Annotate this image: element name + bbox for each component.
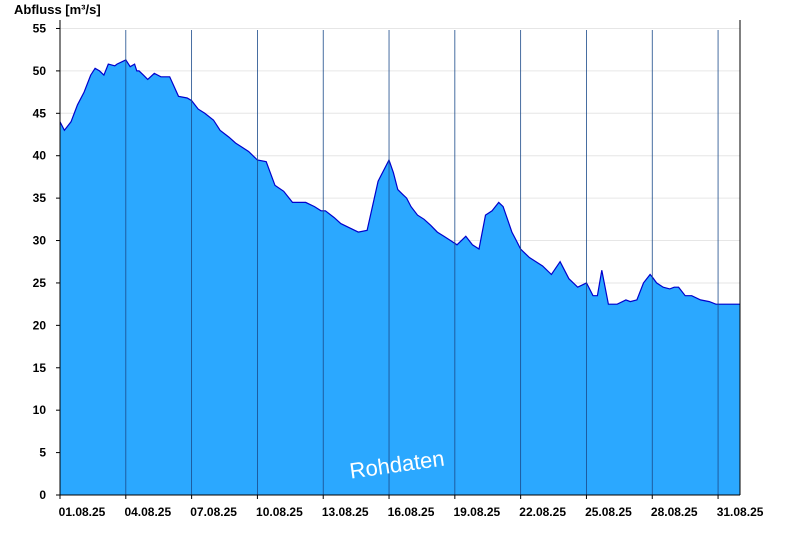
day-separator-lines — [125, 30, 719, 495]
y-tick-label: 50 — [33, 64, 47, 78]
y-tick-label: 20 — [33, 318, 47, 332]
x-tick-label: 04.08.25 — [124, 505, 171, 519]
y-tick-label: 55 — [33, 21, 47, 35]
series-line — [59, 59, 740, 305]
x-tick-label: 16.08.25 — [388, 505, 435, 519]
area-series — [59, 59, 740, 496]
x-tick-label: 25.08.25 — [585, 505, 632, 519]
y-tick-label: 15 — [33, 361, 47, 375]
x-ticks: 01.08.25 04.08.25 07.08.25 10.08.25 13.08.25… — [59, 495, 764, 519]
y-tick-label: 40 — [33, 149, 47, 163]
y-tick-label: 25 — [33, 276, 47, 290]
x-tick-label: 28.08.25 — [651, 505, 698, 519]
y-tick-label: 10 — [33, 403, 47, 417]
x-tick-label: 07.08.25 — [190, 505, 237, 519]
y-ticks: 0 5 10 15 20 25 30 35 40 45 50 55 — [33, 21, 60, 502]
y-tick-label: 5 — [39, 446, 46, 460]
y-tick-label: 35 — [33, 191, 47, 205]
y-tick-label: 0 — [39, 488, 46, 502]
y-tick-label: 45 — [33, 106, 47, 120]
x-tick-label: 13.08.25 — [322, 505, 369, 519]
x-tick-label: 01.08.25 — [59, 505, 106, 519]
x-tick-label: 31.08.25 — [717, 505, 764, 519]
series-area — [60, 59, 740, 496]
x-tick-label: 22.08.25 — [519, 505, 566, 519]
y-tick-label: 30 — [33, 234, 47, 248]
x-tick-label: 10.08.25 — [256, 505, 303, 519]
axes — [59, 20, 741, 496]
y-axis-label: Abfluss [m³/s] — [14, 2, 101, 17]
x-tick-label: 19.08.25 — [453, 505, 500, 519]
